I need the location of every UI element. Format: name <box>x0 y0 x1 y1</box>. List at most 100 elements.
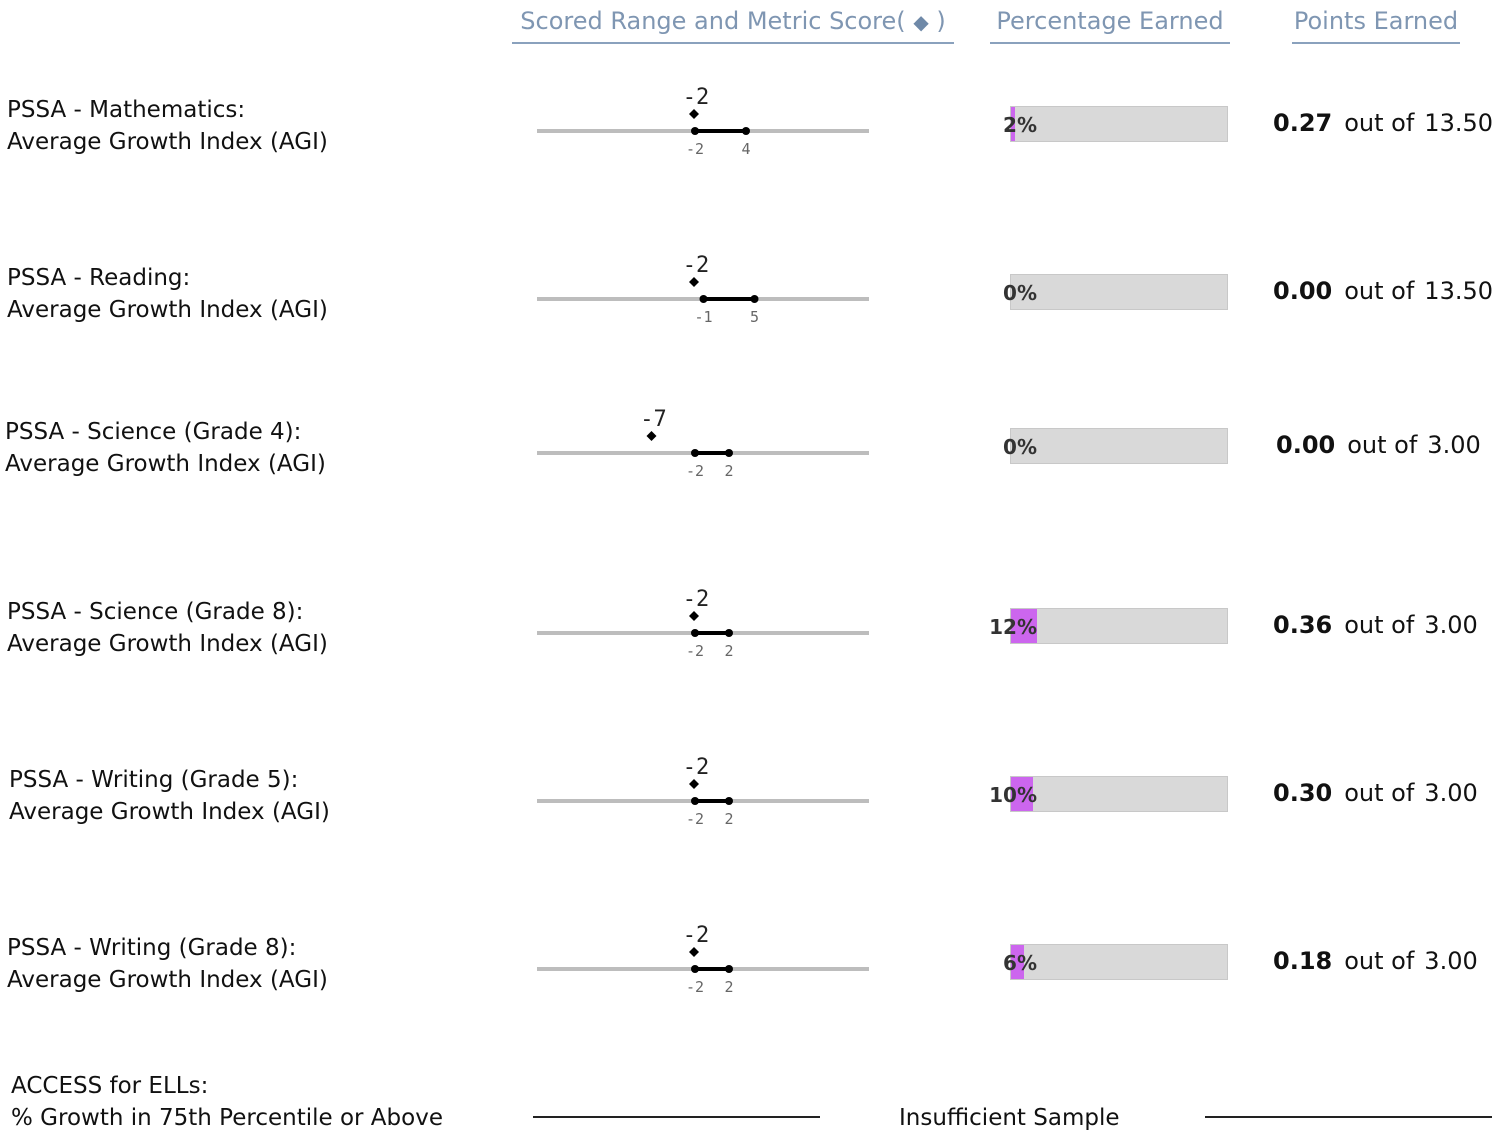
header-percentage-earned: Percentage Earned <box>990 4 1230 44</box>
points-out-of: out of <box>1344 947 1415 975</box>
access-row-label: ACCESS for ELLs: % Growth in 75th Percen… <box>11 1070 443 1134</box>
percentage-bar <box>1010 274 1228 310</box>
points-earned: 0.18 out of 3.00 <box>1273 946 1478 976</box>
header-scored-range-label: Scored Range and Metric Score <box>520 7 897 35</box>
range-max-dot <box>742 127 750 135</box>
metric-score-marker <box>689 277 699 287</box>
range-max-label: 2 <box>724 462 733 480</box>
metric-label: PSSA - Science (Grade 8): Average Growth … <box>7 596 328 660</box>
points-value: 0.00 <box>1276 431 1336 459</box>
points-max: 3.00 <box>1424 947 1478 975</box>
percentage-label: 2% <box>1003 113 1037 137</box>
header-points-earned-label: Points Earned <box>1293 7 1459 35</box>
access-label-line1: ACCESS for ELLs: <box>11 1073 209 1099</box>
range-max-dot <box>725 449 733 457</box>
metric-label-line1: PSSA - Science (Grade 4): <box>5 419 302 445</box>
access-status: Insufficient Sample <box>899 1105 1120 1131</box>
points-out-of: out of <box>1344 277 1415 305</box>
points-earned: 0.30 out of 3.00 <box>1273 778 1478 808</box>
points-max: 13.50 <box>1424 277 1494 305</box>
header-marker-open: ( <box>896 7 906 35</box>
metric-label: PSSA - Mathematics: Average Growth Index … <box>7 94 328 158</box>
range-max-label: 2 <box>724 810 733 828</box>
percentage-bar-fill <box>1011 609 1037 643</box>
points-earned: 0.27 out of 13.50 <box>1273 108 1493 138</box>
metric-label-line2: Average Growth Index (AGI) <box>7 967 328 993</box>
scored-range-graphic: -2 2 -2 <box>537 587 869 660</box>
percentage-bar <box>1010 428 1228 464</box>
points-max: 13.50 <box>1424 109 1494 137</box>
metric-label: PSSA - Reading: Average Growth Index (AGI… <box>7 262 328 326</box>
access-range-rule <box>533 1116 820 1118</box>
access-label-line2: % Growth in 75th Percentile or Above <box>11 1105 443 1131</box>
metric-label-line2: Average Growth Index (AGI) <box>7 631 328 657</box>
percentage-bar <box>1010 608 1228 644</box>
metric-label-line1: PSSA - Science (Grade 8): <box>7 599 304 625</box>
range-min-label: -2 <box>686 140 704 158</box>
header-percentage-earned-label: Percentage Earned <box>996 7 1224 35</box>
metric-label: PSSA - Science (Grade 4): Average Growth … <box>5 416 326 480</box>
percentage-label: 0% <box>1003 281 1037 305</box>
scored-range-graphic: -2 2 -7 <box>537 407 869 480</box>
scored-range-graphic: -1 5 -2 <box>537 253 869 326</box>
metric-label-line1: PSSA - Writing (Grade 8): <box>7 935 297 961</box>
diamond-icon: ◆ <box>913 10 929 34</box>
range-max-dot <box>725 629 733 637</box>
range-max-label: 4 <box>741 140 750 158</box>
points-earned: 0.36 out of 3.00 <box>1273 610 1478 640</box>
range-min-label: -2 <box>686 978 704 996</box>
range-min-dot <box>691 965 699 973</box>
range-max-dot <box>725 797 733 805</box>
percentage-label: 12% <box>989 615 1037 639</box>
metric-score-label: -2 <box>683 755 710 780</box>
metric-score-label: -7 <box>640 407 667 432</box>
points-earned: 0.00 out of 13.50 <box>1273 276 1493 306</box>
metric-score-marker <box>689 947 699 957</box>
points-earned: 0.00 out of 3.00 <box>1276 430 1481 460</box>
scored-range-graphic: -2 4 -2 <box>537 85 869 158</box>
percentage-label: 6% <box>1003 951 1037 975</box>
metric-score-label: -2 <box>683 923 710 948</box>
range-max-label: 5 <box>750 308 759 326</box>
percentage-bar <box>1010 106 1228 142</box>
metric-score-marker <box>689 109 699 119</box>
metric-score-marker <box>646 431 657 441</box>
metric-label-line2: Average Growth Index (AGI) <box>7 297 328 323</box>
metric-score-label: -2 <box>683 253 710 278</box>
range-min-label: -1 <box>694 308 712 326</box>
points-max: 3.00 <box>1427 431 1481 459</box>
range-max-label: 2 <box>724 978 733 996</box>
range-min-label: -2 <box>686 642 704 660</box>
range-max-label: 2 <box>724 642 733 660</box>
metric-label-line1: PSSA - Writing (Grade 5): <box>9 767 299 793</box>
points-value: 0.36 <box>1273 611 1333 639</box>
metric-label: PSSA - Writing (Grade 5): Average Growth … <box>9 764 330 828</box>
percentage-bar <box>1010 944 1228 980</box>
points-value: 0.00 <box>1273 277 1333 305</box>
percentage-label: 0% <box>1003 435 1037 459</box>
range-min-dot <box>699 295 708 303</box>
range-min-dot <box>691 797 699 805</box>
metric-label: PSSA - Writing (Grade 8): Average Growth … <box>7 932 328 996</box>
points-max: 3.00 <box>1424 779 1478 807</box>
points-value: 0.18 <box>1273 947 1333 975</box>
range-min-label: -2 <box>686 810 704 828</box>
metric-label-line2: Average Growth Index (AGI) <box>7 129 328 155</box>
metric-score-label: -2 <box>683 85 710 110</box>
range-min-label: -2 <box>686 462 704 480</box>
points-value: 0.27 <box>1273 109 1333 137</box>
metric-label-line2: Average Growth Index (AGI) <box>5 451 326 477</box>
range-max-dot <box>750 295 759 303</box>
percentage-bar-fill <box>1011 107 1015 141</box>
range-min-dot <box>691 629 699 637</box>
percentage-bar-fill <box>1011 945 1024 979</box>
points-value: 0.30 <box>1273 779 1333 807</box>
percentage-label: 10% <box>989 783 1037 807</box>
metric-label-line1: PSSA - Reading: <box>7 265 191 291</box>
points-out-of: out of <box>1344 779 1415 807</box>
points-out-of: out of <box>1344 611 1415 639</box>
points-out-of: out of <box>1347 431 1418 459</box>
metric-label-line2: Average Growth Index (AGI) <box>9 799 330 825</box>
header-marker-close: ) <box>936 7 946 35</box>
range-min-dot <box>691 449 699 457</box>
